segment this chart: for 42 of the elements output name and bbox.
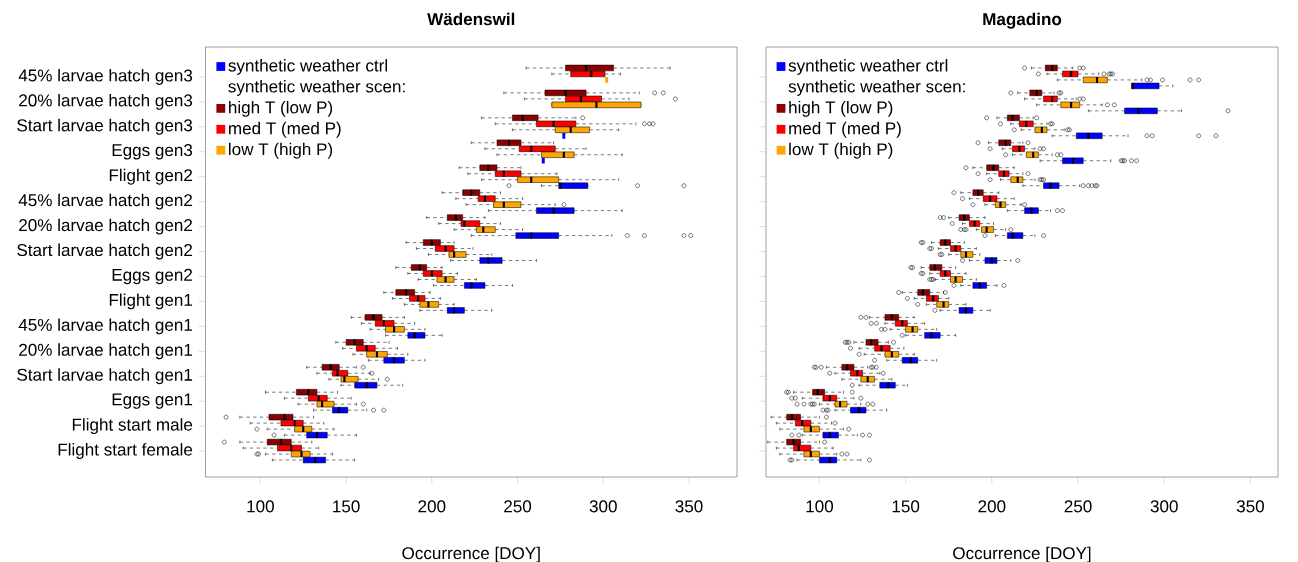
y-tick-label: Eggs gen2 [112, 268, 192, 285]
x-tick-label: 250 [504, 500, 532, 513]
y-tick-label: Flight start female [58, 443, 193, 460]
x-tick-label: 100 [806, 500, 834, 513]
x-tick-label: 300 [1150, 500, 1178, 513]
x-axis-title: Occurrence [DOY] [953, 546, 1091, 562]
legend-label: synthetic weather ctrl [228, 59, 388, 75]
y-tick-label: 45% larvae hatch gen2 [18, 193, 192, 210]
legend-label: synthetic weather ctrl [788, 59, 948, 75]
x-tick-label: 100 [247, 500, 274, 513]
y-tick-label: Eggs gen1 [112, 393, 193, 409]
x-axis-title: Occurrence [DOY] [402, 546, 540, 562]
chart-title: Magadino [983, 12, 1062, 29]
x-tick-label: 300 [589, 500, 617, 513]
legend-label: med T (med P) [789, 121, 901, 138]
y-tick-label: Start larvae hatch gen2 [17, 243, 192, 260]
y-tick-label: Flight gen2 [109, 168, 192, 185]
x-tick-label: 250 [1064, 500, 1092, 513]
y-tick-label: 20% larvae hatch gen3 [19, 93, 193, 110]
y-tick-label: Eggs gen3 [112, 144, 193, 160]
x-tick-label: 350 [675, 500, 703, 513]
x-tick-label: 350 [1236, 500, 1264, 513]
legend-label: high T (low P) [229, 100, 333, 117]
x-tick-label: 150 [333, 500, 360, 513]
y-tick-label: Flight start male [72, 418, 193, 435]
x-tick-label: 200 [978, 500, 1006, 513]
y-tick-label: Start larvae hatch gen1 [17, 368, 193, 385]
y-tick-label: 45% larvae hatch gen3 [18, 68, 193, 85]
legend-label: low T (high P) [229, 142, 333, 159]
y-tick-label: Flight gen1 [109, 293, 193, 310]
y-tick-label: Start larvae hatch gen3 [17, 118, 193, 135]
legend-label: low T (high P) [789, 142, 893, 159]
legend-label: med T (med P) [229, 121, 341, 138]
x-tick-label: 150 [892, 500, 920, 513]
legend-title: synthetic weather scen: [228, 79, 405, 96]
legend-label: high T (low P) [789, 100, 893, 117]
y-tick-label: 20% larvae hatch gen2 [19, 218, 192, 235]
chart-title: Wädenswil [427, 12, 515, 26]
y-tick-label: 45% larvae hatch gen1 [18, 318, 193, 335]
legend-title: synthetic weather scen: [788, 79, 965, 96]
y-tick-label: 20% larvae hatch gen1 [19, 343, 193, 360]
x-tick-label: 200 [418, 500, 446, 513]
